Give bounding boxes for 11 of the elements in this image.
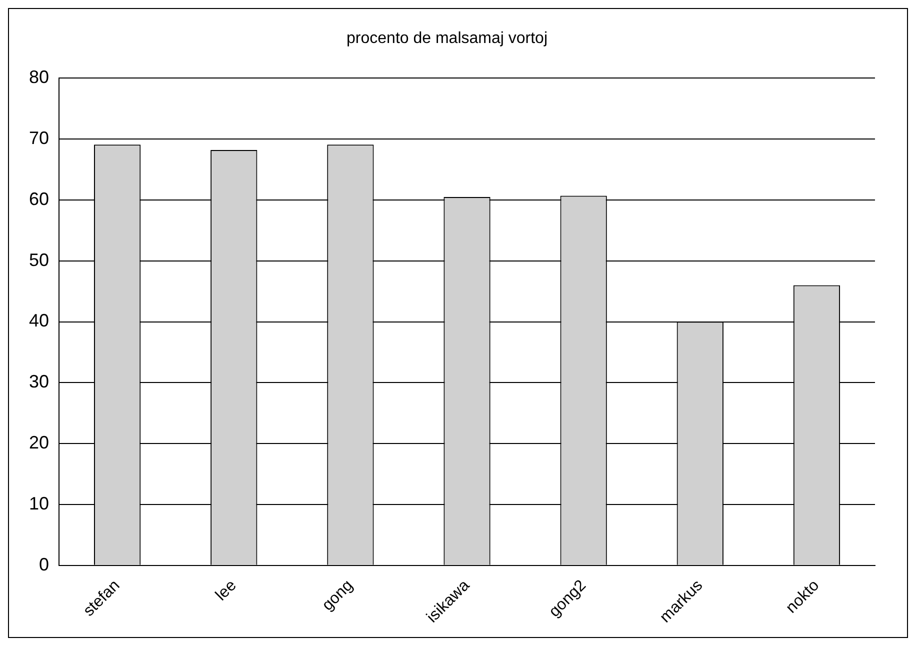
y-tick-label: 0 [39, 554, 50, 574]
y-tick-label: 40 [28, 310, 50, 331]
y-tick-label: 20 [28, 432, 50, 453]
y-tick-label: 80 [28, 67, 50, 88]
y-tick-label: 50 [28, 250, 50, 270]
chart-title: procento de malsamaj vortoj [346, 30, 548, 48]
y-tick-label: 10 [28, 493, 50, 514]
y-tick-label: 30 [28, 372, 50, 392]
y-tick-label: 60 [28, 188, 50, 209]
x-tick-label: lee [212, 576, 240, 604]
y-tick-label: 70 [28, 128, 50, 148]
